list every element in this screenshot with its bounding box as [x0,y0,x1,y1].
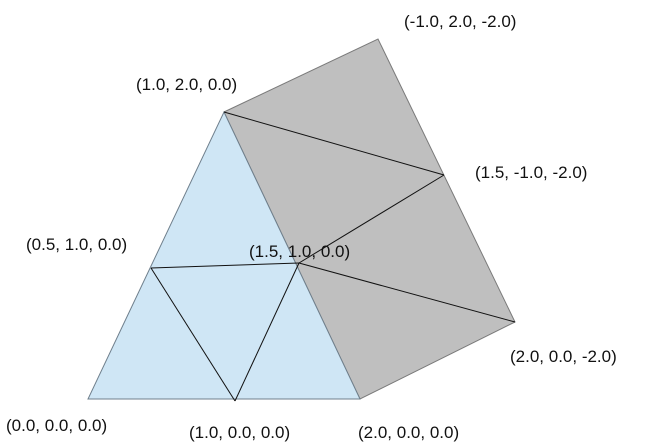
vertex-label-1-2-0: (1.0, 2.0, 0.0) [136,75,237,94]
edge-mid-left-to-mid-right [150,262,300,269]
vertex-label-2-0-neg2: (2.0, 0.0, -2.0) [510,347,617,366]
edge-mid-right-to-bottom-mid [234,262,300,402]
vertex-label-1.5-1-0: (1.5, 1.0, 0.0) [249,242,350,261]
blue-triangle-face [87,110,361,400]
edge-apex-to-quad-mid-right [223,111,445,176]
vertex-label-origin: (0.0, 0.0, 0.0) [6,416,107,435]
vertex-label-neg1-2-neg2: (-1.0, 2.0, -2.0) [404,12,516,31]
edge-mid-left-to-bottom-mid [150,267,236,402]
vertex-label-1-0-0: (1.0, 0.0, 0.0) [189,423,290,442]
edge-center-to-quad-bottom-right [298,262,516,323]
vertex-label-1.5-neg1-neg2: (1.5, -1.0, -2.0) [475,163,587,182]
edge-center-to-quad-mid-right [298,174,445,264]
vertex-label-0.5-1-0: (0.5, 1.0, 0.0) [26,235,127,254]
vertex-label-2-0-0: (2.0, 0.0, 0.0) [358,423,459,442]
